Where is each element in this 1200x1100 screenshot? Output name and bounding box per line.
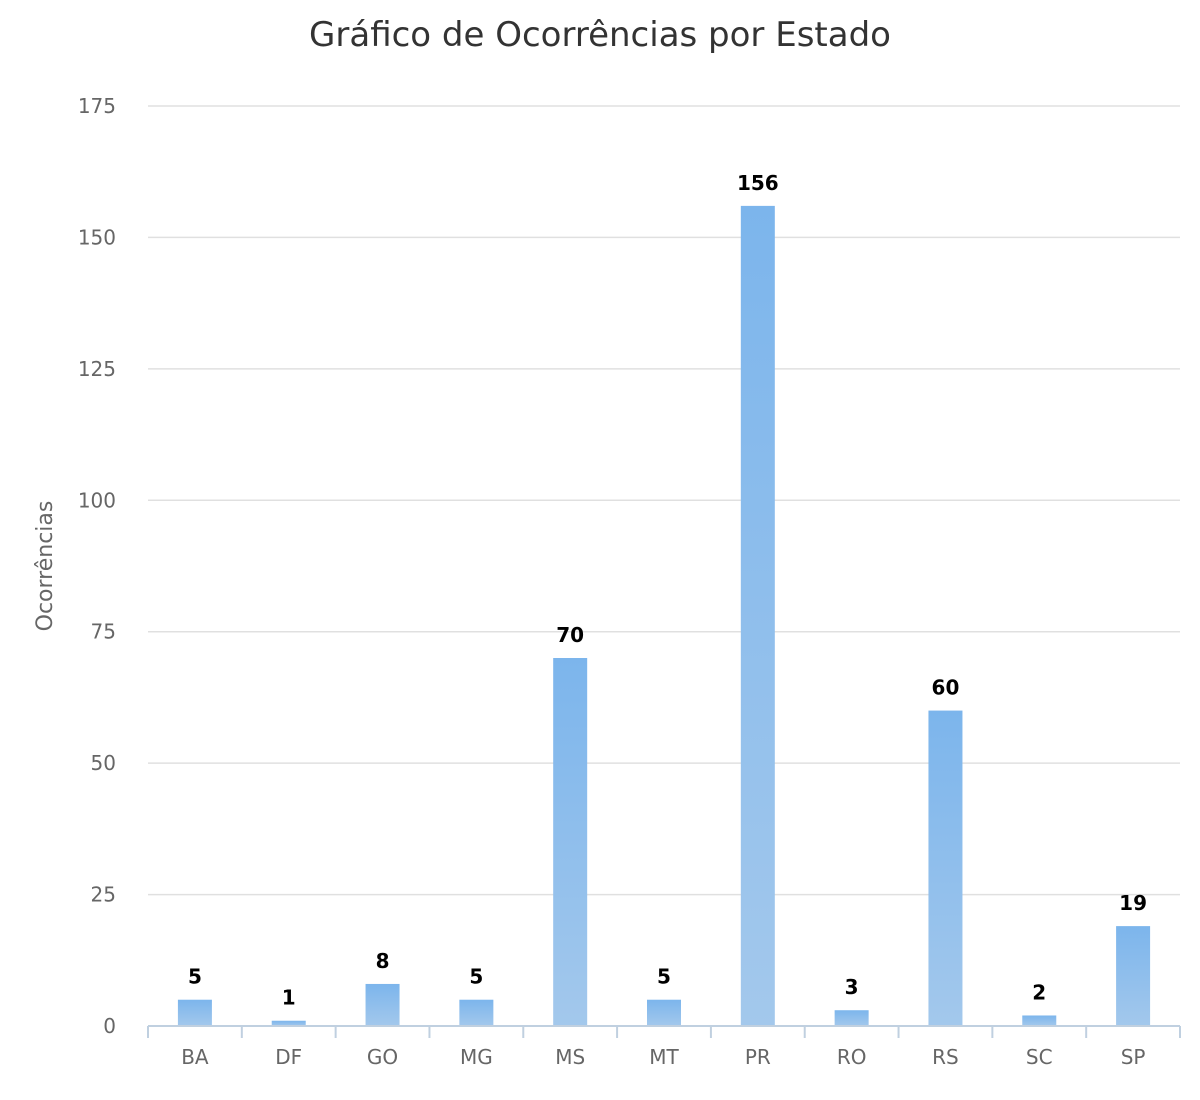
x-tick-label: GO	[367, 1045, 398, 1069]
data-label: 19	[1119, 891, 1147, 915]
y-tick-label: 75	[91, 620, 116, 644]
bars	[177, 205, 1151, 1026]
x-tick-label: RO	[837, 1045, 867, 1069]
x-tick-label: PR	[745, 1045, 771, 1069]
bar-ba	[177, 999, 212, 1026]
x-tick-label: RS	[932, 1045, 959, 1069]
data-label: 1	[282, 986, 296, 1010]
y-tick-label: 0	[103, 1014, 116, 1038]
data-label: 3	[845, 975, 859, 999]
y-tick-label: 125	[78, 357, 116, 381]
x-tick-label: DF	[275, 1045, 302, 1069]
x-tick-label: MS	[555, 1045, 585, 1069]
y-axis-ticks: 0 25 50 75 100 125 150 175	[78, 94, 116, 1038]
data-label: 70	[556, 623, 584, 647]
data-label: 2	[1032, 980, 1046, 1004]
data-label: 5	[188, 965, 202, 989]
bar-ms	[553, 658, 588, 1026]
bar-ro	[834, 1010, 869, 1026]
data-label: 60	[932, 676, 960, 700]
x-tick-label: MG	[460, 1045, 493, 1069]
y-tick-label: 100	[78, 488, 116, 512]
x-tick-label: SC	[1026, 1045, 1053, 1069]
bar-rs	[928, 710, 963, 1026]
y-tick-label: 50	[91, 751, 116, 775]
y-tick-label: 150	[78, 225, 116, 249]
bar-pr	[740, 205, 775, 1026]
bar-df	[271, 1020, 306, 1026]
data-label: 5	[657, 965, 671, 989]
x-tick-label: SP	[1121, 1045, 1146, 1069]
data-label: 156	[737, 171, 779, 195]
chart-title: Gráfico de Ocorrências por Estado	[309, 15, 891, 55]
y-axis-label: Ocorrências	[33, 501, 58, 632]
y-tick-label: 175	[78, 94, 116, 118]
bar-sp	[1116, 926, 1151, 1026]
bar-sc	[1022, 1015, 1057, 1026]
bar-mt	[647, 999, 681, 1026]
gridlines	[148, 105, 1180, 896]
x-tick-label: BA	[181, 1045, 209, 1069]
data-label: 8	[376, 949, 390, 973]
bar-mg	[459, 999, 494, 1026]
x-axis: BA DF GO MG MS MT PR RO RS SC SP	[147, 1025, 1181, 1069]
data-labels: 5 1 8 5 70 5 156 3 60 2 19	[188, 171, 1147, 1010]
y-tick-label: 25	[91, 883, 116, 907]
x-tick-label: MT	[649, 1045, 679, 1069]
bar-go	[365, 983, 400, 1026]
data-label: 5	[469, 965, 483, 989]
